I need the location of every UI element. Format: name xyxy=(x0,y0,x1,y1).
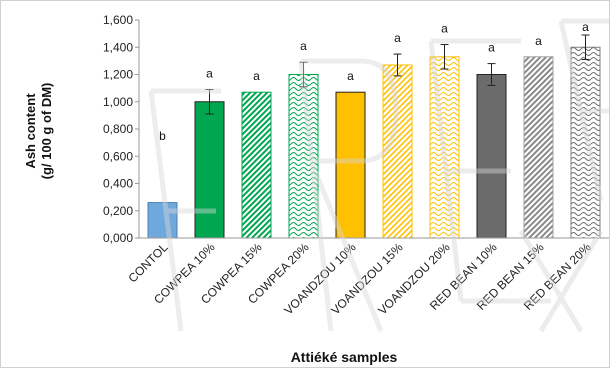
significance-letter: a xyxy=(394,31,401,45)
significance-letters: b a a a a a a a a a xyxy=(159,20,589,143)
x-tick-label: CONTOL xyxy=(126,240,171,285)
significance-letter: a xyxy=(441,22,448,36)
y-tick-label: 1,200 xyxy=(103,68,133,82)
bar xyxy=(570,46,601,239)
bar xyxy=(523,56,554,239)
bar xyxy=(288,74,319,239)
bar xyxy=(241,91,272,239)
y-tick-label: 0,200 xyxy=(103,204,133,218)
y-axis-title-line1: Ash content xyxy=(23,93,38,169)
y-tick-label: 1,400 xyxy=(103,40,133,54)
significance-letter: a xyxy=(300,39,307,53)
bar xyxy=(194,101,225,239)
bar xyxy=(429,56,460,239)
y-tick-label: 0,600 xyxy=(103,149,133,163)
y-tick-label: 0,400 xyxy=(103,177,133,191)
y-tick-label: 1,000 xyxy=(103,95,133,109)
significance-letter: b xyxy=(159,129,166,143)
y-axis-title: Ash content (g/ 100 g of DM) xyxy=(23,83,54,180)
y-tick-label: 1,600 xyxy=(103,13,133,27)
y-tick-label: 0,800 xyxy=(103,122,133,136)
x-axis-title: Attiéké samples xyxy=(291,349,398,365)
bar xyxy=(147,202,178,239)
y-axis-ticks: 0,000 0,200 0,400 0,600 0,800 1,000 1,200 1,400… xyxy=(103,13,139,245)
significance-letter: a xyxy=(253,69,260,83)
significance-letter: a xyxy=(488,41,495,55)
significance-letter: a xyxy=(347,69,354,83)
significance-letter: a xyxy=(535,34,542,48)
y-tick-label: 0,000 xyxy=(103,231,133,245)
bar xyxy=(382,64,413,239)
significance-letter: a xyxy=(582,20,589,34)
y-axis-title-line2: (g/ 100 g of DM) xyxy=(39,83,54,180)
bar xyxy=(476,74,507,239)
error-bars xyxy=(205,34,590,115)
bars xyxy=(147,46,601,239)
significance-letter: a xyxy=(206,66,213,80)
bar xyxy=(335,91,366,239)
